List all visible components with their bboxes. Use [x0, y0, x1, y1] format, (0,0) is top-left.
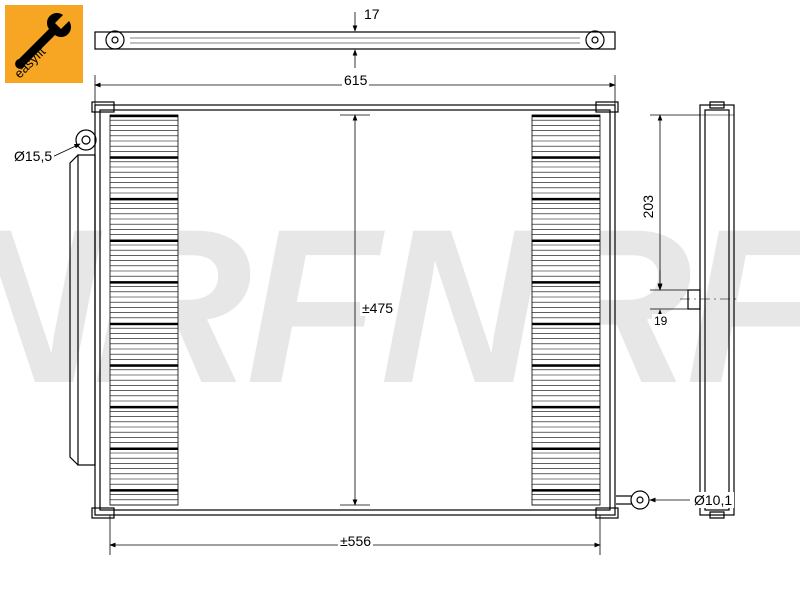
dim-overall-width: 615 — [342, 72, 369, 88]
dim-core-width: ±556 — [338, 533, 373, 549]
dim-top-thickness: 17 — [362, 6, 382, 22]
top-view — [95, 31, 615, 49]
dim-outlet-dia: Ø10,1 — [692, 492, 734, 508]
side-view — [680, 102, 740, 518]
dim-inlet-dia: Ø15,5 — [12, 148, 54, 164]
dim-core-height: ±475 — [360, 300, 395, 316]
dim-port-height: 19 — [652, 314, 669, 328]
technical-drawing — [0, 0, 800, 590]
dim-port-offset: 203 — [638, 195, 658, 218]
fin-band-right — [532, 115, 600, 505]
fin-band-left — [110, 115, 178, 505]
